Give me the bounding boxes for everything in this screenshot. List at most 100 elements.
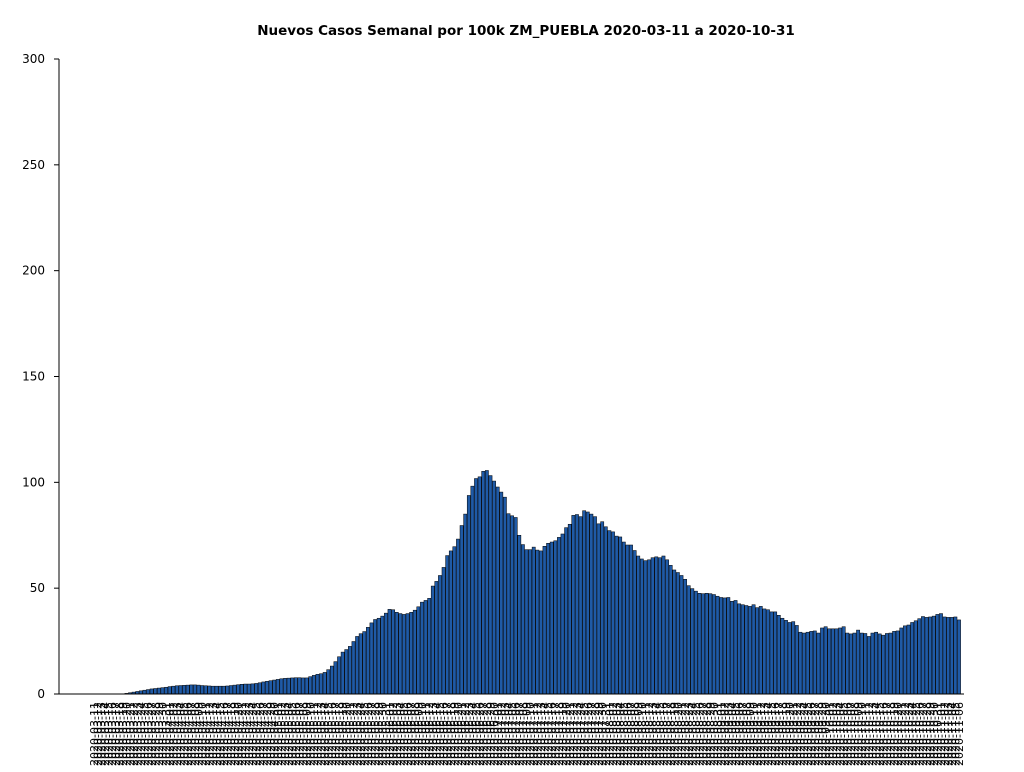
bar <box>423 600 428 695</box>
y-tick-label: 150 <box>22 370 45 384</box>
bar <box>481 471 486 695</box>
bar <box>694 590 698 695</box>
bar <box>257 682 262 695</box>
bar <box>492 480 496 695</box>
bar <box>665 559 669 695</box>
x-tick-label: 2020-10-02 <box>827 702 840 766</box>
x-tick-label: 2020-07-03 <box>499 702 512 766</box>
x-tick-label: 2020-08-25 <box>690 702 703 766</box>
x-tick-label: 2020-08-03 <box>611 702 624 766</box>
bar <box>326 669 331 695</box>
x-tick-label: 2020-04-14 <box>211 702 224 766</box>
bar <box>647 559 651 695</box>
x-tick-label: 2020-06-28 <box>481 702 494 766</box>
bar <box>618 536 623 695</box>
x-tick-label: 2020-06-21 <box>456 702 469 766</box>
x-tick-label: 2020-10-09 <box>852 702 865 766</box>
bar <box>510 515 514 695</box>
x-tick-label: 2020-10-14 <box>870 702 883 766</box>
x-tick-label: 2020-10-05 <box>838 702 851 766</box>
bar <box>683 579 687 695</box>
x-tick-label: 2020-03-23 <box>131 702 144 766</box>
x-tick-label: 2020-03-31 <box>160 702 173 766</box>
bar <box>701 593 705 695</box>
x-tick-label: 2020-05-02 <box>275 702 288 766</box>
bar <box>852 632 857 695</box>
bar <box>557 537 561 695</box>
x-tick-label: 2020-05-28 <box>369 702 382 766</box>
bar <box>182 685 186 695</box>
bar <box>704 593 709 695</box>
bar <box>459 525 464 695</box>
x-tick-label: 2020-04-24 <box>247 702 260 766</box>
bar <box>528 549 532 695</box>
x-tick-label: 2020-08-09 <box>632 702 645 766</box>
bar <box>254 683 259 695</box>
bar <box>340 651 345 695</box>
x-tick-label: 2020-06-01 <box>384 702 397 766</box>
bar <box>452 546 457 695</box>
x-tick-label: 2020-06-26 <box>474 702 487 766</box>
bar <box>402 614 406 695</box>
x-tick-label: 2020-05-01 <box>272 702 285 766</box>
x-tick-label: 2020-03-20 <box>120 702 133 766</box>
x-tick-label: 2020-06-23 <box>463 702 476 766</box>
x-tick-label: 2020-08-31 <box>712 702 725 766</box>
bar <box>708 593 713 695</box>
x-tick-label: 2020-10-18 <box>885 702 898 766</box>
x-tick-label: 2020-06-02 <box>387 702 400 766</box>
bar <box>614 535 619 695</box>
x-tick-label: 2020-07-10 <box>524 702 537 766</box>
x-tick-label: 2020-08-16 <box>657 702 670 766</box>
bar <box>225 685 230 695</box>
bar <box>776 615 781 695</box>
bar <box>657 557 662 695</box>
x-tick-label: 2020-05-11 <box>308 702 321 766</box>
x-tick-label: 2020-10-30 <box>928 702 941 766</box>
x-tick-label: 2020-04-09 <box>193 702 206 766</box>
x-tick-label: 2020-07-11 <box>528 702 541 766</box>
x-tick-label: 2020-08-28 <box>701 702 714 766</box>
x-tick-label: 2020-07-18 <box>553 702 566 766</box>
x-tick-label: 2020-05-04 <box>283 702 296 766</box>
bar <box>794 625 799 695</box>
x-tick-label: 2020-10-22 <box>899 702 912 766</box>
x-tick-label: 2020-06-08 <box>409 702 422 766</box>
x-tick-label: 2020-08-13 <box>647 702 660 766</box>
x-tick-label: 2020-10-23 <box>903 702 916 766</box>
x-tick-label: 2020-03-30 <box>156 702 169 766</box>
x-tick-label: 2020-10-06 <box>841 702 854 766</box>
x-axis: 2020-03-112020-03-122020-03-132020-03-14… <box>59 693 966 766</box>
x-tick-label: 2020-05-09 <box>301 702 314 766</box>
bar <box>189 684 194 695</box>
x-tick-label: 2020-08-01 <box>603 702 616 766</box>
bar <box>578 516 583 695</box>
bar <box>571 515 576 695</box>
bar <box>221 685 226 695</box>
x-tick-label: 2020-08-27 <box>697 702 710 766</box>
bar <box>809 631 814 695</box>
x-tick-label: 2020-09-05 <box>730 702 743 766</box>
x-tick-label: 2020-03-14 <box>99 702 112 766</box>
bar <box>384 612 388 695</box>
x-tick-label: 2020-04-01 <box>164 702 177 766</box>
bar <box>218 685 223 695</box>
x-tick-label: 2020-03-27 <box>146 702 159 766</box>
bar <box>596 523 601 695</box>
x-tick-label: 2020-04-17 <box>221 702 234 766</box>
bar <box>867 636 871 695</box>
bar <box>193 684 197 695</box>
bar <box>171 685 176 695</box>
x-tick-label: 2020-09-20 <box>784 702 797 766</box>
x-tick-label: 2020-05-17 <box>329 702 342 766</box>
bar <box>546 543 550 695</box>
x-tick-label: 2020-03-15 <box>102 702 115 766</box>
bar <box>290 677 295 695</box>
x-tick-label: 2020-08-21 <box>675 702 688 766</box>
bar <box>805 631 810 695</box>
bar <box>214 685 219 695</box>
x-tick-label: 2020-05-12 <box>311 702 324 766</box>
x-tick-label: 2020-06-25 <box>470 702 483 766</box>
bar <box>391 609 396 695</box>
